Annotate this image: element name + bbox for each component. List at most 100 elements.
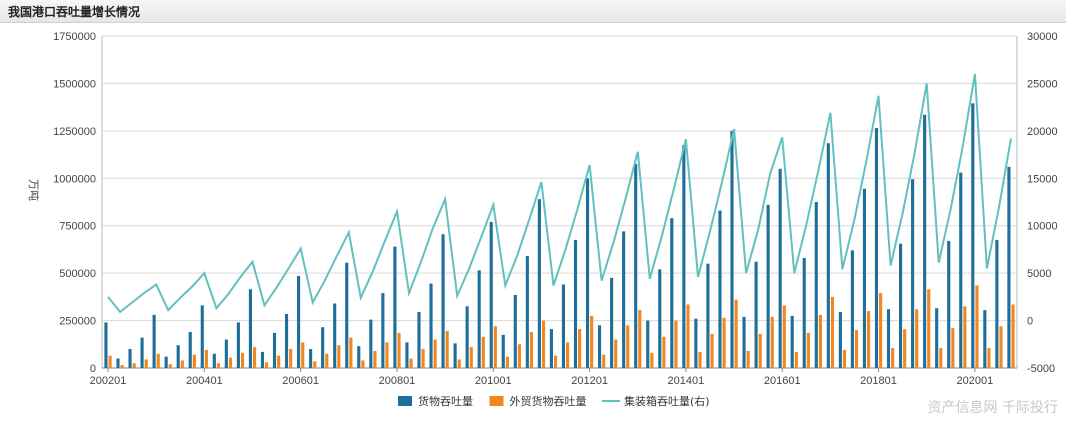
bar-cargo [224,339,228,368]
y2-tick-label: 15000 [1027,173,1058,185]
bar-cargo [814,202,818,368]
bar-foreign-trade [626,325,630,368]
bar-cargo [838,312,842,368]
bar-foreign-trade [867,311,871,368]
bar-cargo [826,143,830,368]
bar-foreign-trade [963,306,967,368]
y2-tick-label: 5000 [1027,268,1051,280]
bar-cargo [236,322,240,368]
x-tick-label: 200801 [379,375,416,387]
bar-cargo [297,275,301,368]
bar-cargo [947,240,951,368]
bar-cargo [682,145,686,368]
bar-foreign-trade [481,336,485,368]
bar-cargo [200,305,204,368]
x-tick-label: 202001 [957,375,994,387]
y2-tick-label: 10000 [1027,221,1058,233]
bar-foreign-trade [578,329,582,368]
bar-foreign-trade [156,353,160,368]
watermark: 资产信息网 千际投行 [928,399,1058,416]
bar-cargo [489,221,493,368]
bar-foreign-trade [830,296,835,368]
bar-foreign-trade [337,345,341,368]
bar-foreign-trade [553,355,558,368]
y-tick-label: 0 [90,363,96,375]
bar-foreign-trade [493,326,497,368]
x-tick-label: 201801 [860,375,897,387]
y-tick-label: 1750000 [53,31,96,43]
bar-foreign-trade [915,309,919,368]
bar-cargo [874,128,879,368]
bar-cargo [911,179,915,368]
bar-foreign-trade [265,362,269,368]
bar-cargo [140,337,144,368]
y2-tick-label: 25000 [1027,78,1058,90]
bar-cargo [549,329,553,368]
bar-foreign-trade [602,354,606,368]
bar-cargo [598,325,602,368]
bar-foreign-trade [806,332,810,368]
bar-foreign-trade [277,355,281,368]
legend-swatch [398,396,412,406]
bar-foreign-trade [710,333,714,368]
bar-cargo [465,306,469,368]
bar-foreign-trade [927,289,931,368]
bar-cargo [164,356,168,368]
bar-foreign-trade [421,349,425,368]
bar-cargo [886,309,891,368]
bar-foreign-trade [240,352,245,368]
bar-foreign-trade [698,351,702,368]
bar-cargo [381,293,385,368]
bar-cargo [1007,166,1011,368]
bar-foreign-trade [168,364,172,368]
bar-cargo [176,345,180,368]
chart-title: 我国港口吞吐量增长情况 [8,5,141,19]
bar-cargo [585,178,590,368]
x-tick-label: 200201 [90,375,127,387]
bar-cargo [730,130,734,368]
bar-cargo [357,346,361,368]
bar-cargo [670,218,674,368]
bar-foreign-trade [180,360,184,368]
bar-cargo [850,250,854,368]
bar-foreign-trade [505,356,509,368]
legend-label: 集装箱吞吐量(右) [624,394,710,408]
bar-cargo [802,257,806,368]
bar-foreign-trade [457,359,461,368]
bar-foreign-trade [987,348,991,368]
y-tick-label: 250000 [59,316,96,328]
bar-foreign-trade [638,310,642,368]
bar-foreign-trade [373,350,377,368]
bar-cargo [742,316,746,368]
y-axis-label: 万吨 [27,179,40,201]
bar-cargo [453,343,457,368]
bar-cargo [923,114,927,368]
bar-foreign-trade [313,361,317,368]
y2-tick-label: 0 [1027,316,1033,328]
bar-cargo [778,168,782,368]
bar-foreign-trade [216,363,221,368]
bar-cargo [104,322,108,368]
bar-foreign-trade [770,316,774,368]
bar-cargo [369,319,373,368]
bar-cargo [862,188,867,368]
y-tick-label: 500000 [59,268,96,280]
bar-cargo [983,310,987,368]
y-tick-label: 1250000 [53,126,96,138]
bar-foreign-trade [782,305,786,368]
x-tick-label: 201001 [475,375,512,387]
bar-foreign-trade [409,358,413,368]
bar-foreign-trade [349,337,353,368]
bar-cargo [345,262,349,368]
bar-cargo [622,231,626,368]
bar-cargo [128,349,132,368]
bar-cargo [309,349,313,368]
bar-cargo [152,314,156,368]
bar-cargo [188,331,192,368]
bar-cargo [417,312,421,368]
bar-foreign-trade [842,349,847,368]
bar-foreign-trade [192,354,196,368]
bar-cargo [212,353,216,368]
y2-tick-label: 20000 [1027,126,1058,138]
legend-label: 货物吞吐量 [418,394,473,408]
